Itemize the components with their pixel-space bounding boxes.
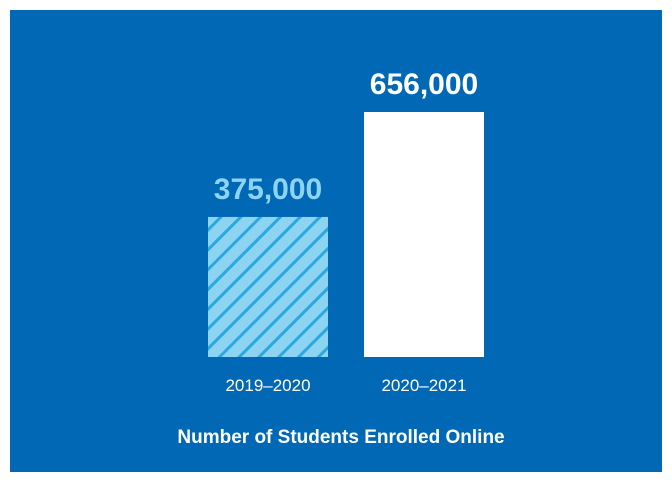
chart-panel: 375,000 2019–2020 656,000 2020–2021 Number …	[10, 10, 662, 472]
labels-group: 375,000 2019–2020 656,000 2020–2021	[214, 68, 478, 395]
chart-title: Number of Students Enrolled Online	[177, 427, 504, 448]
enrollment-bar-chart: 375,000 2019–2020 656,000 2020–2021 Number …	[10, 10, 662, 472]
value-label-2020–2021: 656,000	[370, 68, 478, 101]
category-label-2019–2020: 2019–2020	[225, 376, 310, 395]
category-label-2020–2021: 2020–2021	[381, 376, 466, 395]
bars-group	[208, 112, 484, 357]
panel-background	[10, 10, 662, 472]
value-label-2019–2020: 375,000	[214, 173, 322, 206]
bar-2020–2021	[364, 112, 484, 357]
bar-2019–2020	[208, 216, 328, 357]
